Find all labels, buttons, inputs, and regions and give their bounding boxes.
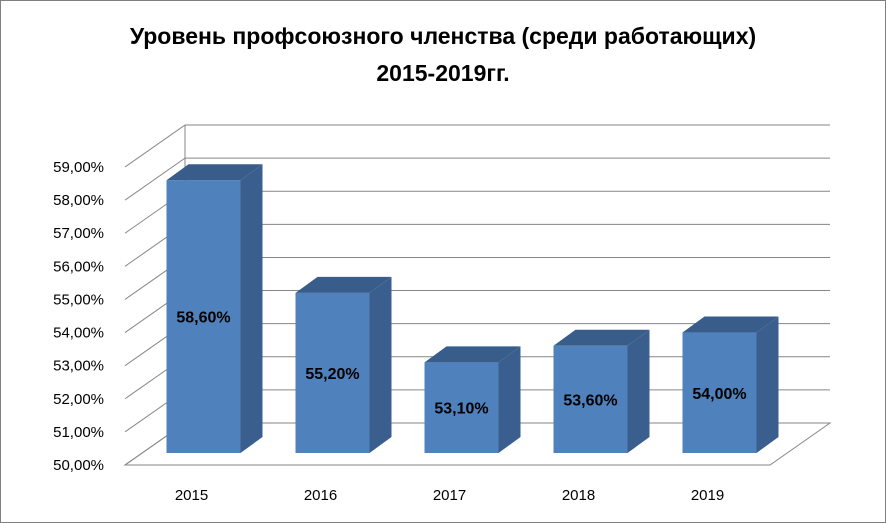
x-tick-label: 2016 [304,487,337,504]
bar-side [756,316,779,453]
y-tick-label: 54,00% [53,325,104,342]
data-label: 54,00% [692,386,746,403]
x-axis: 2015 2016 2017 2018 2019 [175,487,724,504]
bar: 58,60% [166,164,263,453]
gridline-side [124,124,186,168]
gridline-side [124,157,186,201]
y-tick-label: 55,00% [53,291,104,308]
chart-title-line1: Уровень профсоюзного членства (среди раб… [129,23,757,49]
x-tick-label: 2019 [691,487,724,504]
y-axis: 50,00% 51,00% 52,00% 53,00% 54,00% 55,00% 56,0… [53,159,104,474]
bar: 54,00% [682,316,779,453]
bar-front [166,180,241,453]
chart-title-line2: 2015-2019гг. [376,60,510,86]
data-label: 53,60% [563,392,617,409]
y-tick-label: 52,00% [53,391,104,408]
bar-front [424,362,499,453]
bar-side [627,329,650,453]
bar-top [295,276,392,293]
bars: 58,60% 55,20% 53,10% 53,60% 54,00% [166,164,779,453]
y-tick-label: 56,00% [53,258,104,275]
y-tick-label: 59,00% [53,159,104,176]
x-tick-label: 2018 [562,487,595,504]
data-label: 58,60% [176,310,230,327]
bar-side [369,276,392,453]
bar: 53,60% [553,329,650,453]
x-tick-label: 2017 [433,487,466,504]
chart-title: Уровень профсоюзного членства (среди раб… [0,18,886,92]
bar-front [682,332,757,453]
bar: 53,10% [424,346,521,453]
bar-front [553,345,628,453]
bar-side [498,346,521,453]
y-tick-label: 57,00% [53,225,104,242]
bar-top [553,329,650,346]
data-label: 55,20% [305,366,359,383]
y-tick-label: 53,00% [53,358,104,375]
bar-side [240,164,263,453]
bar-front [295,292,370,453]
y-tick-label: 51,00% [53,424,104,441]
data-label: 53,10% [434,401,488,418]
x-tick-label: 2015 [175,487,208,504]
bar-top [424,346,521,363]
y-tick-label: 58,00% [53,192,104,209]
bar: 55,20% [295,276,392,453]
bar-top [166,164,263,181]
bar-top [682,316,779,333]
y-tick-label: 50,00% [53,457,104,474]
